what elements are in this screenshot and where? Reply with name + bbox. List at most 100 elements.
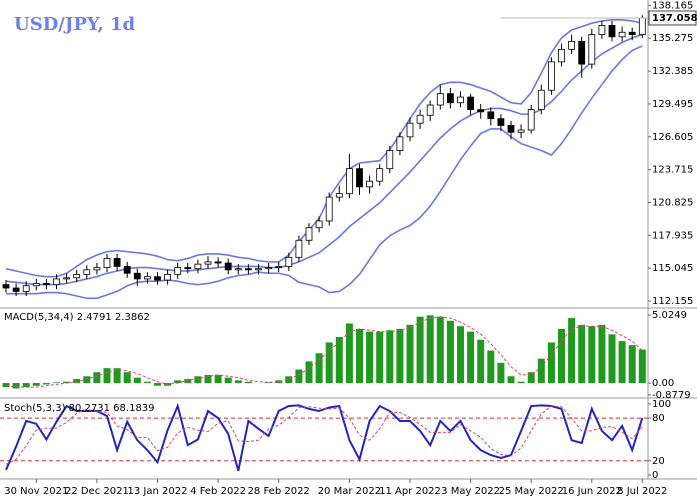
candle-body xyxy=(73,273,81,279)
y-tick-label: 20 xyxy=(652,456,665,467)
candle-body xyxy=(568,40,575,50)
macd-bar xyxy=(598,324,606,384)
macd-bar xyxy=(497,362,505,384)
macd-bar xyxy=(204,374,212,384)
macd-bar xyxy=(558,328,565,384)
y-tick-label: 135.275 xyxy=(652,33,693,44)
candle-body xyxy=(204,261,212,265)
band-line xyxy=(6,45,643,300)
candle-body xyxy=(406,122,414,138)
x-tick-label: 22 Dec 2021 xyxy=(65,486,129,497)
chart-title: USD/JPY, 1d xyxy=(14,14,136,35)
macd-bar xyxy=(426,315,434,384)
y-tick-label: -0.8779 xyxy=(652,390,691,401)
macd-bar xyxy=(335,337,343,384)
y-tick-label: 0 xyxy=(652,470,658,481)
indicator-title: Stoch(5,3,3) 80.2731 68.1839 xyxy=(4,403,155,414)
macd-bar xyxy=(345,323,353,384)
macd-bar xyxy=(416,316,424,384)
candle-body xyxy=(103,258,111,268)
candle-body xyxy=(588,34,596,65)
macd-bar xyxy=(325,342,333,384)
candle-body xyxy=(618,31,626,38)
candle-body xyxy=(265,267,273,270)
candle-body xyxy=(345,168,353,195)
macd-bar xyxy=(73,378,81,384)
y-tick-label: 0.00 xyxy=(652,378,674,389)
candle-body xyxy=(43,283,50,286)
last-price-label: 137.058 xyxy=(652,13,697,24)
macd-bar xyxy=(224,377,232,384)
x-tick-label: 13 Jan 2022 xyxy=(128,486,188,497)
macd-bar xyxy=(42,383,50,385)
candle-body xyxy=(154,276,161,281)
candle-body xyxy=(214,261,222,264)
macd-bar xyxy=(133,377,141,384)
macd-bar xyxy=(93,372,101,384)
x-tick-label: 11 Apr 2022 xyxy=(379,486,441,497)
last-price-box xyxy=(648,10,697,26)
macd-bar xyxy=(507,376,515,384)
macd-bar xyxy=(265,382,273,384)
candle-body xyxy=(22,285,30,292)
macd-bar xyxy=(32,383,40,386)
macd-bar xyxy=(315,353,323,384)
y-tick-label: 129.495 xyxy=(652,99,693,110)
macd-bar xyxy=(436,316,444,384)
candle-body xyxy=(93,267,101,271)
macd-bar xyxy=(244,381,252,384)
macd-bar xyxy=(396,328,404,384)
x-tick-label: 16 Jun 2022 xyxy=(562,486,622,497)
macd-bar xyxy=(537,358,545,384)
macd-bar xyxy=(22,383,30,388)
candle-body xyxy=(143,276,151,280)
y-tick-label: 123.715 xyxy=(652,165,693,176)
candle-body xyxy=(275,266,283,268)
candle-body xyxy=(335,193,343,198)
candle-body xyxy=(356,168,363,188)
candle-body xyxy=(133,272,141,280)
candle-body xyxy=(83,269,91,275)
candle-body xyxy=(497,118,505,126)
macd-bar xyxy=(527,372,535,384)
candle-body xyxy=(113,258,121,267)
macd-bar xyxy=(12,383,20,389)
macd-bar xyxy=(467,331,475,384)
macd-bar xyxy=(305,361,313,384)
candle-body xyxy=(184,267,192,270)
macd-bar xyxy=(113,368,121,384)
candle-body xyxy=(638,17,646,35)
candle-body xyxy=(285,256,293,267)
x-tick-label: 30 Nov 2021 xyxy=(4,486,68,497)
x-tick-label: 20 Mar 2022 xyxy=(318,486,381,497)
candle-body xyxy=(164,273,172,281)
macd-bar xyxy=(194,376,202,384)
band-line xyxy=(5,33,643,286)
y-tick-label: 132.385 xyxy=(652,66,693,77)
band-line xyxy=(5,18,643,278)
macd-bar xyxy=(275,380,283,384)
y-tick-label: 80 xyxy=(652,413,665,424)
candle-body xyxy=(315,220,323,229)
macd-bar xyxy=(517,381,525,384)
candle-body xyxy=(32,283,40,287)
macd-bar xyxy=(608,334,616,384)
y-tick-label: 138.165 xyxy=(652,0,693,11)
indicator-title: MACD(5,34,4) 2.4791 2.3862 xyxy=(4,312,150,323)
y-tick-label: 120.825 xyxy=(652,197,693,208)
macd-bar xyxy=(83,376,91,384)
stoch-k-line xyxy=(5,402,644,472)
macd-bar xyxy=(53,382,60,384)
macd-bar xyxy=(143,381,151,384)
macd-bar xyxy=(618,341,626,384)
macd-bar xyxy=(366,331,374,384)
candle-body xyxy=(446,93,454,104)
x-tick-label: 4 Feb 2022 xyxy=(190,486,246,497)
macd-bar xyxy=(356,328,363,384)
macd-bar xyxy=(285,376,293,384)
macd-bar xyxy=(588,326,596,384)
x-tick-label: 8 Jul 2022 xyxy=(617,486,667,497)
candle-body xyxy=(598,25,606,35)
